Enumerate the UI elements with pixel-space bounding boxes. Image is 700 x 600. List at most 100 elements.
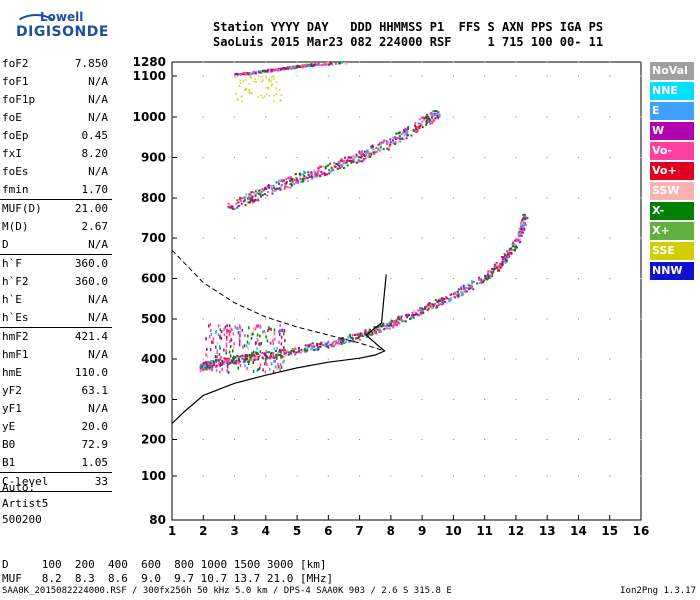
echo-point bbox=[464, 285, 467, 288]
echo-point bbox=[352, 155, 355, 158]
echo-point bbox=[268, 186, 271, 189]
echo-point bbox=[350, 339, 353, 342]
echo-sse bbox=[267, 86, 269, 89]
echo-point bbox=[421, 126, 424, 129]
echo-point bbox=[334, 343, 337, 346]
echo-clutter bbox=[264, 359, 267, 363]
echo-point bbox=[419, 308, 422, 311]
echo-clutter bbox=[211, 367, 213, 371]
echo-point bbox=[470, 286, 473, 289]
echo-clutter bbox=[208, 362, 210, 366]
echo-point bbox=[239, 72, 242, 75]
grid-dot bbox=[359, 318, 361, 320]
echo-point bbox=[340, 158, 343, 161]
echo-point bbox=[464, 287, 467, 290]
echo-clutter bbox=[211, 360, 213, 364]
echo-clutter bbox=[259, 363, 262, 367]
param-row-fof2: foF2 7.850 bbox=[0, 55, 112, 73]
echo-point bbox=[392, 320, 395, 323]
echo-point bbox=[305, 177, 308, 180]
echo-point bbox=[243, 358, 246, 361]
echo-point bbox=[325, 63, 328, 66]
echo-point bbox=[423, 117, 426, 120]
echo-point bbox=[385, 143, 388, 146]
echo-point bbox=[303, 174, 306, 177]
grid-dot bbox=[327, 318, 329, 320]
grid-dot bbox=[640, 75, 642, 77]
echo-point bbox=[427, 116, 430, 119]
echo-point bbox=[372, 148, 375, 151]
echo-point bbox=[484, 276, 487, 279]
grid-dot bbox=[484, 398, 486, 401]
echo-point bbox=[508, 250, 511, 253]
echo-clutter bbox=[283, 359, 285, 363]
echo-clutter bbox=[257, 324, 259, 328]
echo-point bbox=[370, 331, 373, 334]
echo-point bbox=[210, 359, 213, 362]
echo-clutter bbox=[254, 342, 257, 346]
echo-point bbox=[357, 160, 360, 163]
echo-point bbox=[406, 315, 409, 318]
grid-dot bbox=[421, 75, 423, 77]
echo-point bbox=[204, 361, 207, 364]
echo-point bbox=[404, 138, 407, 141]
echo-point bbox=[203, 364, 206, 367]
echo-point bbox=[485, 277, 488, 280]
echo-point bbox=[420, 311, 423, 314]
grid-dot bbox=[202, 75, 204, 77]
param-value: 63.1 bbox=[81, 384, 109, 397]
echo-point bbox=[467, 283, 470, 286]
echo-point bbox=[356, 161, 359, 164]
grid-dot bbox=[484, 75, 486, 77]
grid-dot bbox=[484, 318, 486, 320]
echo-point bbox=[207, 365, 210, 368]
echo-clutter bbox=[219, 363, 221, 367]
echo-point bbox=[487, 277, 490, 280]
echo-point bbox=[395, 319, 398, 322]
echo-point bbox=[262, 69, 265, 72]
grid-dot bbox=[577, 61, 580, 63]
echo-clutter bbox=[230, 338, 233, 342]
echo-clutter bbox=[255, 351, 257, 355]
echo-point bbox=[225, 361, 228, 364]
echo-point bbox=[302, 177, 305, 180]
echo-point bbox=[294, 346, 297, 349]
echo-point bbox=[277, 67, 280, 70]
echo-point bbox=[235, 72, 238, 75]
echo-clutter bbox=[223, 327, 225, 331]
echo-point bbox=[377, 149, 380, 152]
echo-clutter bbox=[252, 327, 255, 331]
echo-point bbox=[399, 316, 402, 319]
echo-point bbox=[296, 65, 299, 68]
param-label: D bbox=[2, 238, 9, 251]
y-tick-label: 500 bbox=[141, 312, 166, 326]
echo-point bbox=[377, 143, 380, 146]
echo-clutter bbox=[239, 326, 241, 330]
echo-point bbox=[298, 65, 301, 68]
param-value: 1.70 bbox=[81, 183, 109, 196]
echo-point bbox=[386, 327, 389, 330]
echo-point bbox=[308, 65, 311, 68]
echo-clutter bbox=[279, 323, 281, 327]
echo-point bbox=[382, 148, 385, 151]
echo-point bbox=[453, 293, 456, 296]
echo-clutter bbox=[225, 351, 227, 355]
echo-point bbox=[397, 132, 400, 135]
echo-point bbox=[209, 363, 212, 366]
echo-clutter bbox=[262, 368, 264, 372]
echo-point bbox=[520, 232, 523, 235]
echo-point bbox=[416, 313, 419, 316]
echo-point bbox=[349, 335, 352, 338]
grid-dot bbox=[484, 438, 486, 441]
param-separator bbox=[0, 254, 112, 255]
echo-point bbox=[246, 357, 249, 360]
echo-sse bbox=[245, 89, 247, 91]
x-tick-label: 9 bbox=[418, 524, 426, 538]
echo-clutter bbox=[247, 334, 249, 338]
echo-point bbox=[202, 362, 205, 365]
echo-point bbox=[423, 119, 426, 122]
echo-clutter bbox=[257, 339, 259, 343]
param-row-h-e: h`E N/A bbox=[0, 291, 112, 309]
echo-point bbox=[275, 181, 278, 184]
echo-point bbox=[206, 361, 209, 364]
